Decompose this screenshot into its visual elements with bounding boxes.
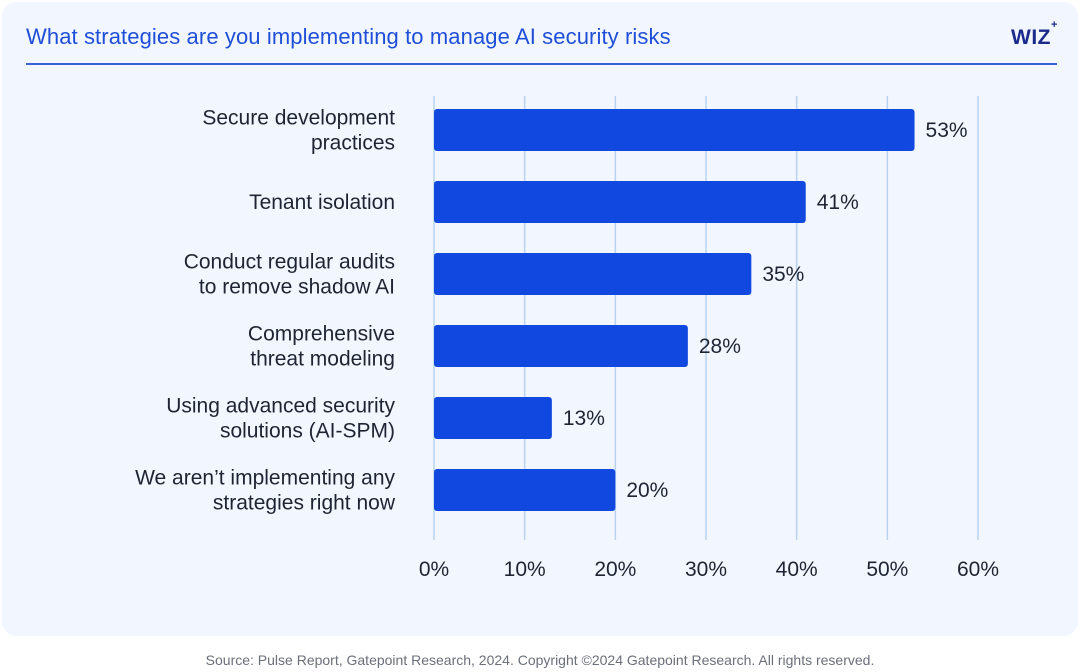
x-tick-label: 60% [957,558,999,581]
title-divider [26,63,1057,65]
gridlines [433,96,979,540]
value-label: 53% [926,119,968,142]
bar [434,109,915,151]
chart-card [2,2,1078,636]
bar [434,253,752,295]
category-label-line: to remove shadow AI [199,276,395,299]
category-label-line: Secure development [202,107,395,130]
category-label-line: practices [311,132,395,155]
category-label: Secure development practices [202,107,395,155]
x-tick-label: 0% [419,558,449,581]
value-label: 35% [762,263,804,286]
bars [434,109,915,511]
x-axis-ticks: 0% 10% 20% 30% 40% 50% 60% [419,558,999,581]
x-tick-label: 20% [594,558,636,581]
category-label: Using advanced security solutions (AI-SPM… [166,395,395,443]
value-label: 28% [699,335,741,358]
category-label-line: strategies right now [213,492,396,515]
category-label: Comprehensive threat modeling [248,323,395,371]
category-label-line: We aren’t implementing any [135,467,395,490]
logo-star-icon: + [1051,19,1058,31]
category-labels: Secure development practices Tenant isolat… [135,107,396,515]
bar [434,397,552,439]
x-tick-label: 50% [866,558,908,581]
category-label: We aren’t implementing any strategies rig… [135,467,396,515]
value-label: 20% [626,479,668,502]
bar-chart: Secure development practices Tenant isolat… [135,96,999,581]
value-label: 41% [817,191,859,214]
category-label-line: threat modeling [250,348,395,371]
wiz-logo: WIZ + [1011,19,1057,50]
x-tick-label: 30% [685,558,727,581]
category-label: Tenant isolation [249,191,395,214]
bar [434,469,616,511]
category-label-line: Comprehensive [248,323,395,346]
logo-text: WIZ [1011,26,1051,49]
value-label: 13% [563,407,605,430]
category-label-line: Using advanced security [166,395,395,418]
bar [434,181,806,223]
bar [434,325,688,367]
category-label-line: solutions (AI-SPM) [220,420,395,443]
x-tick-label: 40% [776,558,818,581]
category-label: Conduct regular audits to remove shadow A… [184,251,395,299]
category-label-line: Conduct regular audits [184,251,395,274]
value-labels: 53% 41% 35% 28% 13% 20% [563,119,968,502]
source-note: Source: Pulse Report, Gatepoint Research… [205,652,875,668]
chart-title: What strategies are you implementing to … [26,24,671,49]
category-label-line: Tenant isolation [249,191,395,214]
x-tick-label: 10% [504,558,546,581]
